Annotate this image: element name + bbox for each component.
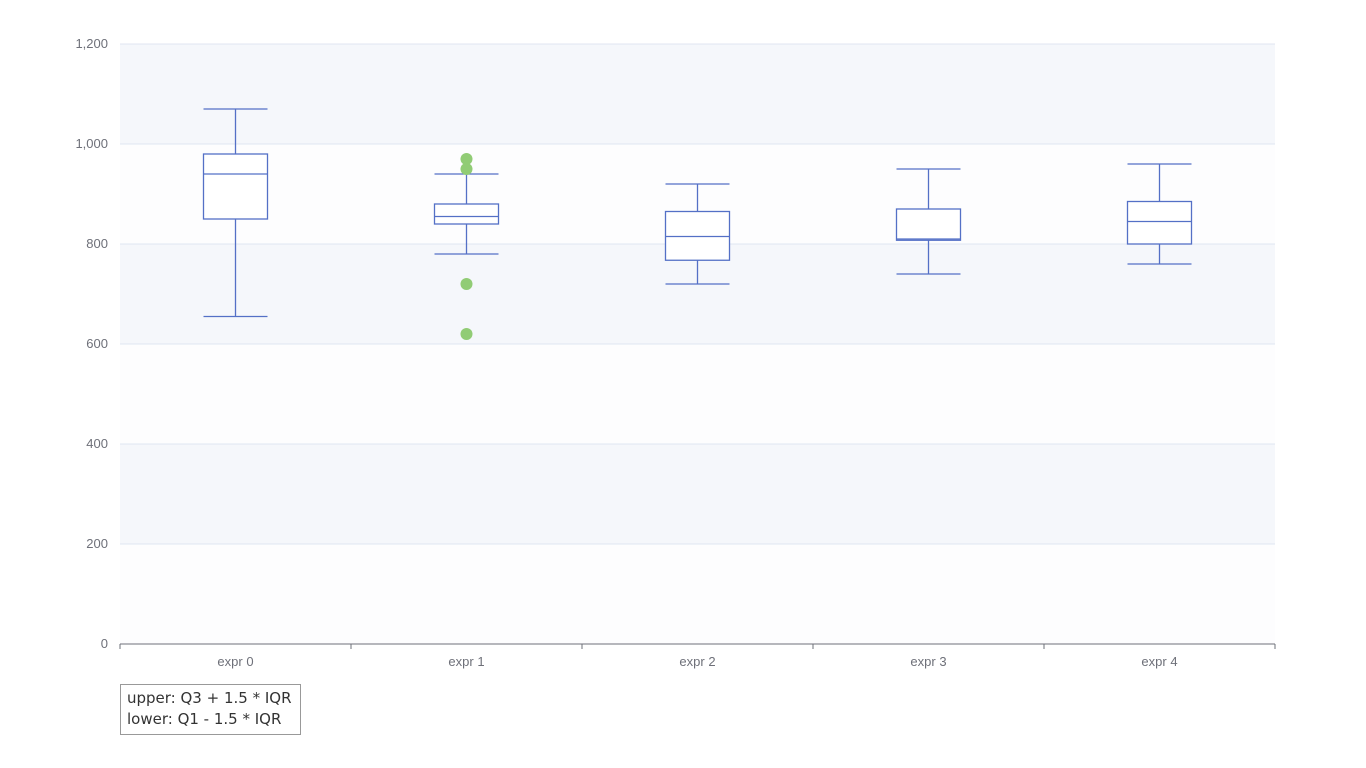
background-band	[120, 44, 1275, 144]
y-tick-label: 1,000	[75, 136, 108, 151]
y-tick-label: 400	[86, 436, 108, 451]
x-tick-label: expr 1	[448, 654, 484, 669]
iqr-box	[433, 203, 500, 225]
y-tick-label: 1,200	[75, 36, 108, 51]
background-band	[120, 544, 1275, 644]
box-expr-0	[202, 108, 269, 318]
y-axis: 0 200 400 600 800 1,000 1,200	[75, 36, 108, 651]
outlier-point	[460, 163, 473, 175]
outlier-point	[460, 278, 473, 290]
outlier-point	[460, 328, 473, 340]
y-tick-label: 200	[86, 536, 108, 551]
x-tick-label: expr 0	[217, 654, 253, 669]
box-expr-2	[664, 183, 731, 285]
iqr-note-upper: upper: Q3 + 1.5 * IQR	[127, 689, 292, 707]
background-band	[120, 444, 1275, 544]
y-tick-label: 600	[86, 336, 108, 351]
x-tick-label: expr 3	[910, 654, 946, 669]
box-expr-4	[1126, 163, 1193, 265]
x-tick-label: expr 4	[1141, 654, 1177, 669]
x-tick-label: expr 2	[679, 654, 715, 669]
background-band	[120, 344, 1275, 444]
iqr-box	[1126, 200, 1193, 245]
y-tick-label: 800	[86, 236, 108, 251]
iqr-box	[202, 153, 269, 220]
outlier-point	[460, 153, 473, 165]
y-tick-label: 0	[101, 636, 108, 651]
outlier-series	[460, 153, 473, 340]
box-expr-1	[433, 173, 500, 255]
iqr-note-lower: lower: Q1 - 1.5 * IQR	[127, 710, 282, 728]
iqr-box	[895, 208, 962, 241]
box-expr-3	[895, 168, 962, 275]
iqr-note-box: upper: Q3 + 1.5 * IQR lower: Q1 - 1.5 * …	[120, 684, 301, 735]
x-axis: expr 0 expr 1 expr 2 expr 3 expr 4	[119, 643, 1276, 669]
box-series	[202, 108, 1193, 318]
